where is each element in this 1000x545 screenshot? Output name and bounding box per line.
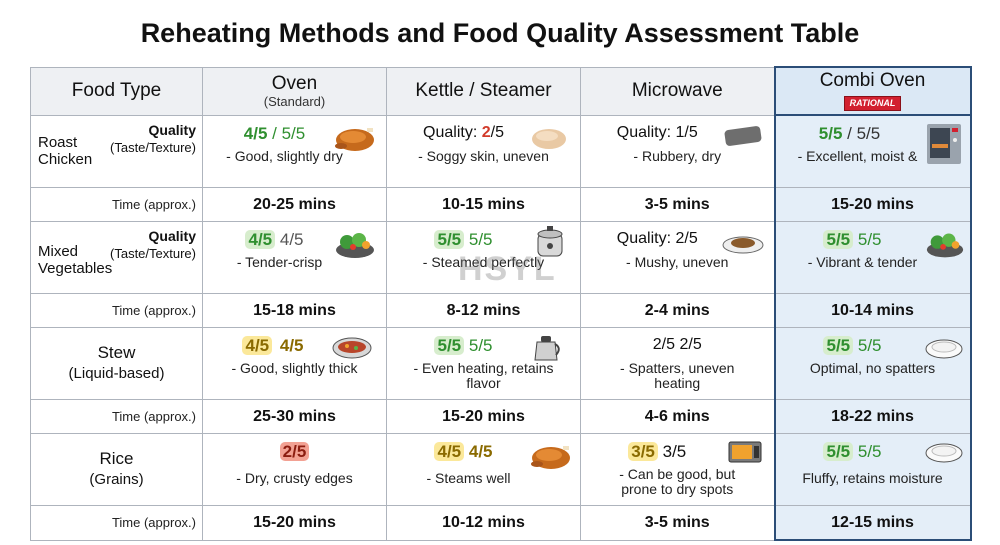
time-label: Time (approx.): [30, 399, 203, 434]
rice-bowl-icon: [925, 443, 962, 463]
cell-rice-kettle: 4/5 4/5 - Steams well: [386, 433, 581, 506]
stew-plate-icon: [722, 236, 764, 254]
cell-stew-oven: 4/5 4/5 - Good, slightly thick: [202, 327, 387, 400]
time-label: Time (approx.): [30, 293, 203, 328]
time-stew-microwave: 4-6 mins: [580, 399, 775, 434]
page-title: Reheating Methods and Food Quality Asses…: [140, 18, 860, 48]
time-veg-combi: 10-14 mins: [773, 293, 972, 328]
food-rice: Rice (Grains): [30, 433, 203, 506]
rice-bowl-icon: [925, 339, 962, 359]
roast-chicken-icon: [335, 127, 374, 151]
vegetables-bowl-icon: [336, 233, 374, 258]
header-food-type: Food Type: [30, 66, 203, 116]
microwave-icon: [728, 441, 762, 463]
microwave-tray-icon: [724, 125, 762, 146]
time-stew-combi: 18-22 mins: [773, 399, 972, 434]
watermark: HSYL: [458, 250, 557, 288]
time-chicken-oven: 20-25 mins: [202, 187, 387, 222]
cell-chicken-microwave: Quality: 1/5 - Rubbery, dry: [580, 114, 775, 188]
food-mixed-vegetables: Mixed Vegetables Quality (Taste/Texture): [30, 221, 203, 294]
header-kettle: Kettle / Steamer: [386, 66, 581, 116]
time-veg-oven: 15-18 mins: [202, 293, 387, 328]
cell-rice-oven: 2/5 - Dry, crusty edges: [202, 433, 387, 506]
food-roast-chicken: Roast Chicken Quality (Taste/Texture): [30, 114, 203, 188]
cell-chicken-oven: 4/5 / 5/5 - Good, slightly dry: [202, 114, 387, 188]
cell-rice-microwave: 3/5 3/5 - Can be good, but prone to dry s…: [580, 433, 775, 506]
time-chicken-kettle: 10-15 mins: [386, 187, 581, 222]
bread-roll-icon: [532, 128, 566, 149]
cell-veg-kettle: 5/5 5/5 - Steamed perfectly: [386, 221, 581, 294]
cell-veg-oven: 4/5 4/5 - Tender-crisp: [202, 221, 387, 294]
kettle-icon: [534, 336, 560, 361]
quality-label: Quality (Taste/Texture): [110, 121, 196, 155]
time-label: Time (approx.): [30, 187, 203, 222]
cell-stew-combi: 5/5 5/5 Optimal, no spatters: [773, 327, 972, 400]
time-chicken-microwave: 3-5 mins: [580, 187, 775, 222]
time-stew-oven: 25-30 mins: [202, 399, 387, 434]
rice-cooker-icon: [537, 226, 563, 257]
combi-oven-icon: [926, 124, 961, 164]
time-veg-microwave: 2-4 mins: [580, 293, 775, 328]
food-stew: Stew (Liquid-based): [30, 327, 203, 400]
time-rice-microwave: 3-5 mins: [580, 505, 775, 541]
header-combi-oven: Combi Oven RATIONAL: [773, 66, 972, 116]
cell-stew-microwave: 2/5 2/5 - Spatters, uneven heating: [580, 327, 775, 400]
rational-logo: RATIONAL: [843, 96, 902, 111]
cell-rice-combi: 5/5 5/5 Fluffy, retains moisture: [773, 433, 972, 506]
vegetables-bowl-icon: [926, 233, 963, 258]
cell-chicken-kettle: Quality: 2/5 - Soggy skin, uneven: [386, 114, 581, 188]
time-label: Time (approx.): [30, 505, 203, 541]
header-oven: Oven (Standard): [202, 66, 387, 116]
roast-chicken-icon: [531, 446, 570, 469]
time-veg-kettle: 8-12 mins: [386, 293, 581, 328]
time-rice-oven: 15-20 mins: [202, 505, 387, 541]
cell-chicken-combi: 5/5 / 5/5 - Excellent, moist &: [773, 114, 972, 188]
time-stew-kettle: 15-20 mins: [386, 399, 581, 434]
time-rice-combi: 12-15 mins: [773, 505, 972, 541]
time-rice-kettle: 10-12 mins: [386, 505, 581, 541]
cell-veg-microwave: Quality: 2/5 - Mushy, uneven: [580, 221, 775, 294]
cell-veg-combi: 5/5 5/5 - Vibrant & tender: [773, 221, 972, 294]
quality-label: Quality (Taste/Texture): [110, 228, 196, 261]
header-microwave: Microwave: [580, 66, 775, 116]
time-chicken-combi: 15-20 mins: [773, 187, 972, 222]
assessment-table: Food Type Oven (Standard) Kettle / Steame…: [30, 66, 972, 541]
stew-bowl-icon: [332, 337, 372, 359]
cell-stew-kettle: 5/5 5/5 - Even heating, retains flavor: [386, 327, 581, 400]
